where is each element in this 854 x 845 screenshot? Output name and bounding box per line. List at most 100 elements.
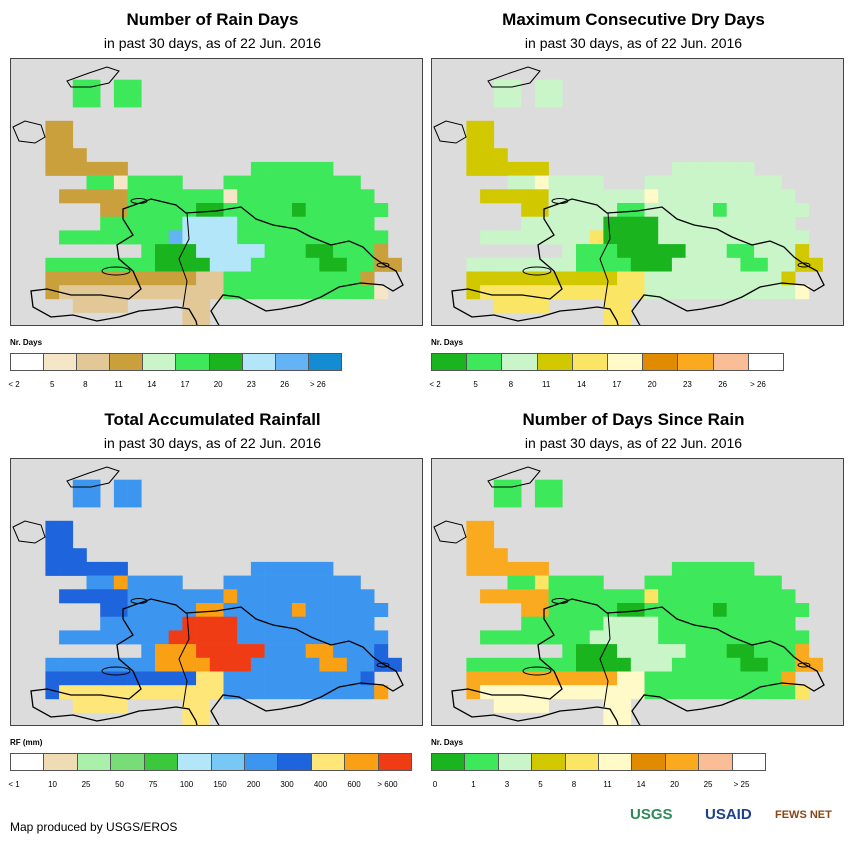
turks-caicos-islands <box>433 520 467 544</box>
grid-cell <box>630 216 645 231</box>
grid-cell <box>507 257 522 272</box>
grid-cell <box>360 285 375 300</box>
grid-cell <box>781 603 796 617</box>
legend-label: < 2 <box>429 380 441 389</box>
grid-cell <box>196 312 211 325</box>
grid-cell <box>480 561 495 576</box>
legend-label: 200 <box>246 780 261 789</box>
grid-cell <box>305 203 320 217</box>
grid-cell <box>466 534 481 549</box>
grid-cell <box>617 230 632 245</box>
grid-cell <box>630 603 645 617</box>
grid-cell <box>155 189 169 204</box>
grid-cell <box>589 257 604 272</box>
grid-cell <box>333 630 348 645</box>
grid-cell <box>72 685 87 700</box>
grid-cell <box>671 175 686 190</box>
grid-cell <box>319 216 334 231</box>
grid-cell <box>319 561 334 576</box>
grid-cell <box>141 216 156 231</box>
grid-cell <box>182 603 197 617</box>
grid-cell <box>521 698 536 713</box>
grid-cell <box>493 493 508 508</box>
grid-cell <box>278 161 293 176</box>
grid-cell <box>754 603 769 617</box>
map-frame <box>10 58 423 326</box>
grid-cell <box>767 657 782 672</box>
grid-cell <box>671 257 686 272</box>
grid-cell <box>562 257 577 272</box>
grid-cell <box>278 175 293 190</box>
grid-cell <box>59 161 74 176</box>
grid-cell <box>767 244 782 259</box>
grid-cell <box>237 189 252 204</box>
grid-cell <box>658 230 673 245</box>
grid-cell <box>466 285 481 300</box>
grid-cell <box>726 561 741 576</box>
grid-cell <box>644 589 659 604</box>
legend-swatch <box>11 754 45 770</box>
grid-cell <box>305 616 320 631</box>
grid-cell <box>168 271 183 286</box>
grid-cell <box>223 189 238 204</box>
grid-cell <box>754 230 769 245</box>
grid-cell <box>658 630 673 645</box>
panel-subtitle: in past 30 days, as of 22 Jun. 2016 <box>524 435 743 451</box>
grid-cell <box>507 630 522 645</box>
grid-cell <box>278 589 293 604</box>
legend-swatch <box>565 754 600 770</box>
grid-cell <box>589 644 604 659</box>
grid-cell <box>781 630 796 645</box>
grid-cell <box>562 630 577 645</box>
grid-cell <box>685 575 700 590</box>
grid-cell <box>59 120 74 135</box>
grid-cell <box>100 271 115 286</box>
grid-cell <box>374 285 389 300</box>
grid-cell <box>603 616 618 631</box>
grid-cell <box>346 630 361 645</box>
legend-label: 50 <box>115 780 124 789</box>
grid-cell <box>644 189 659 204</box>
grid-cell <box>292 161 306 176</box>
grid-cell <box>713 203 727 217</box>
grid-cell <box>168 257 183 272</box>
legend-label: 8 <box>571 780 577 789</box>
grid-cell <box>507 589 522 604</box>
grid-cell <box>305 244 320 259</box>
grid-cell <box>59 671 74 686</box>
inagua-island <box>66 66 120 88</box>
grid-cell <box>507 685 522 700</box>
legend-label: 20 <box>213 380 223 389</box>
grid-cell <box>237 257 252 272</box>
grid-cell <box>493 698 508 713</box>
grid-cell <box>360 230 375 245</box>
grid-cell <box>237 589 252 604</box>
grid-cell <box>209 644 224 659</box>
legend-swatch <box>44 354 78 370</box>
grid-cell <box>223 644 238 659</box>
grid-cell <box>141 671 156 686</box>
grid-cell <box>196 298 211 313</box>
grid-cell <box>278 671 293 686</box>
grid-cell <box>713 671 727 686</box>
grid-cell <box>671 589 686 604</box>
grid-cell <box>630 285 645 300</box>
grid-cell <box>319 203 334 217</box>
grid-cell <box>127 589 142 604</box>
grid-cell <box>86 257 101 272</box>
grid-cell <box>617 189 632 204</box>
grid-cell <box>521 216 536 231</box>
grid-cell <box>59 548 74 563</box>
grid-cell <box>740 575 755 590</box>
grid-cell <box>168 603 183 617</box>
grid-cell <box>493 93 508 108</box>
grid-cell <box>576 244 590 259</box>
grid-cell <box>250 630 265 645</box>
legend-bar <box>10 753 412 771</box>
grid-cell <box>767 589 782 604</box>
haiti-dr-border <box>599 612 611 708</box>
grid-cell <box>360 685 375 700</box>
legend-swatch <box>572 354 609 370</box>
grid-cell <box>713 189 727 204</box>
grid-cell <box>346 603 361 617</box>
